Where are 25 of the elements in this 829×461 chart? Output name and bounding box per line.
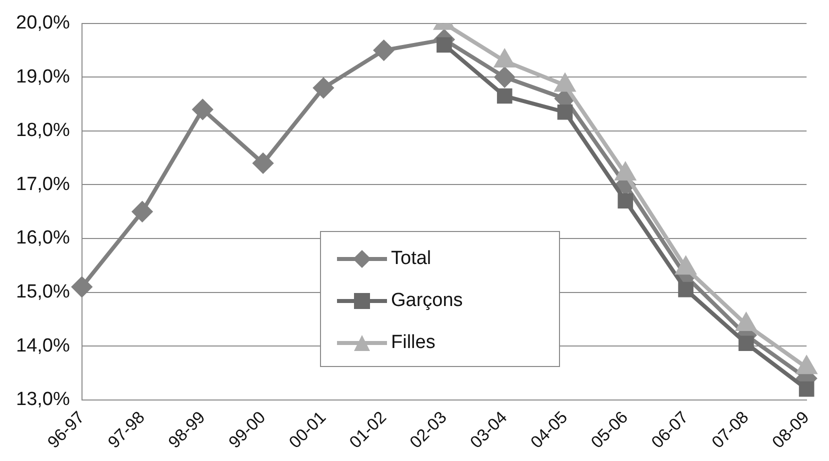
y-tick-label: 19,0% xyxy=(16,66,70,88)
point xyxy=(436,37,452,53)
y-tick-label: 16,0% xyxy=(16,228,70,249)
y-tick-label: 18,0% xyxy=(16,120,70,142)
legend-label: Filles xyxy=(391,332,436,354)
point xyxy=(618,193,634,209)
point xyxy=(496,88,512,104)
y-tick-label: 13,0% xyxy=(16,389,70,410)
y-tick-label: 14,0% xyxy=(16,335,70,356)
point xyxy=(557,104,573,120)
point xyxy=(313,78,334,98)
point xyxy=(374,40,394,60)
point xyxy=(132,202,152,222)
point xyxy=(678,282,694,298)
point xyxy=(192,99,213,120)
y-tick-label: 20,0% xyxy=(16,12,70,34)
legend-label: Garçons xyxy=(391,290,463,312)
y-tick-label: 17,0% xyxy=(16,174,70,195)
point xyxy=(494,67,515,88)
point xyxy=(798,381,814,397)
legend-label: Total xyxy=(391,248,432,270)
y-tick-label: 15,0% xyxy=(16,282,70,303)
point xyxy=(72,276,92,297)
point xyxy=(253,153,274,174)
point xyxy=(738,336,754,352)
